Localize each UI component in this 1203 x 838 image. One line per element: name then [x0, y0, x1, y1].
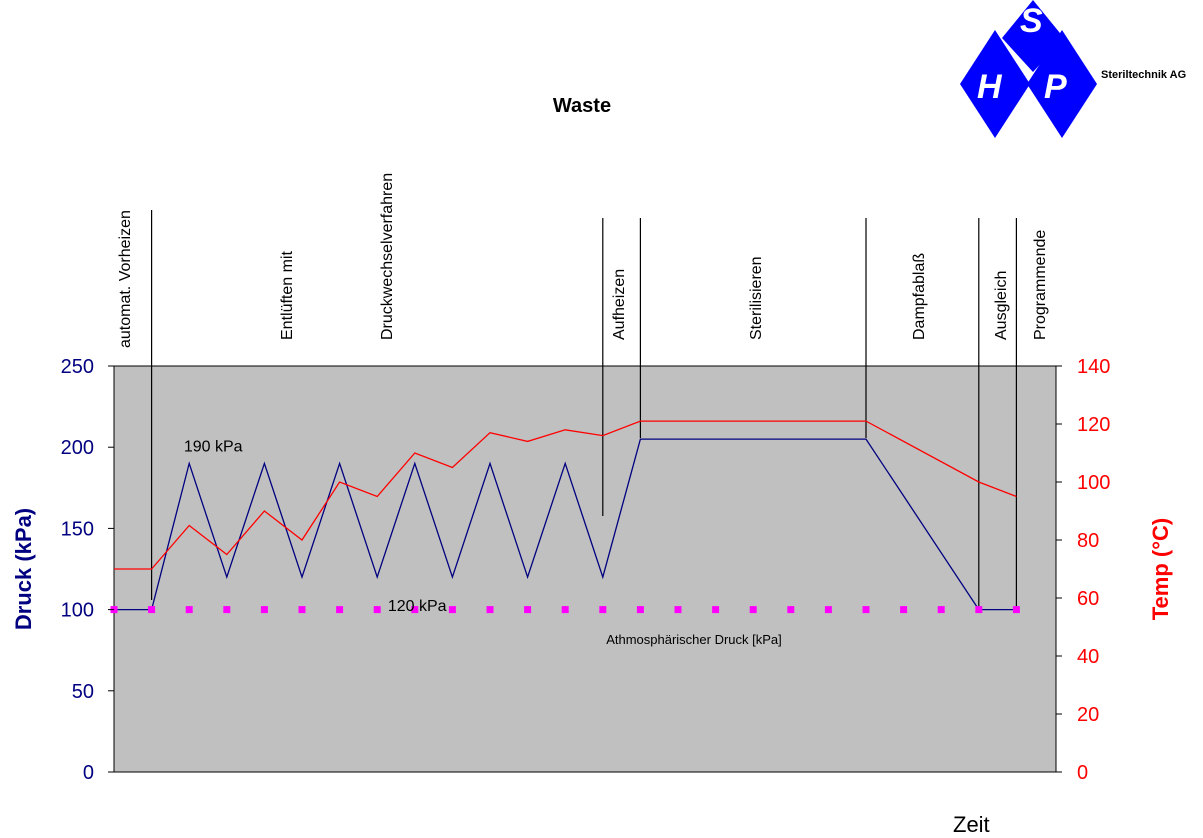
- x-axis-label: Zeit: [953, 812, 990, 837]
- atm-pressure-point: [260, 606, 268, 614]
- phase-labels: automat. Vorheizen Entlüften mit Druckwech…: [117, 173, 1049, 348]
- series-line-temp: [114, 420, 1017, 570]
- atm-pressure-point: [975, 606, 983, 614]
- y-tick-left: 100: [61, 600, 94, 622]
- atm-pressure-point: [824, 606, 832, 614]
- atm-pressure-point: [524, 606, 532, 614]
- atm-pressure-point: [223, 606, 231, 614]
- logo-letter-p: P: [1044, 68, 1067, 106]
- y-tick-right: 140: [1077, 356, 1110, 378]
- atm-pressure-point: [712, 606, 720, 614]
- phase-label: Ausgleich: [993, 271, 1010, 340]
- atm-pressure-point: [336, 606, 344, 614]
- logo-diamond-left: [960, 30, 1030, 138]
- y-tick-left: 0: [83, 762, 94, 784]
- atm-pressure-point: [373, 606, 381, 614]
- atm-pressure-point: [148, 606, 156, 614]
- phase-label: Aufheizen: [611, 269, 628, 340]
- y-axis-right-label: Temp (°C): [1148, 518, 1173, 621]
- y-tick-right: 20: [1077, 704, 1099, 726]
- phase-label: Sterilisieren: [748, 256, 765, 340]
- atm-pressure-point: [636, 606, 644, 614]
- y-axis-right-ticks: 0 20 40 60 80 100 120 140: [1056, 356, 1110, 784]
- phase-label: Dampfablaß: [911, 253, 928, 340]
- atm-pressure-point: [599, 606, 607, 614]
- atm-pressure-point: [411, 606, 419, 614]
- phase-lines: [151, 210, 1018, 607]
- y-tick-left: 50: [72, 681, 94, 703]
- y-tick-right: 60: [1077, 588, 1099, 610]
- atm-pressure-point: [448, 606, 456, 614]
- y-axis-left-label: Druck (kPa): [11, 508, 36, 630]
- chart-annotation: 190 kPa: [184, 438, 243, 455]
- logo-company-name: Steriltechnik AG: [1101, 69, 1186, 81]
- y-tick-left: 200: [61, 437, 94, 459]
- phase-label: Druckwechselverfahren: [379, 173, 396, 340]
- y-tick-right: 40: [1077, 646, 1099, 668]
- atm-pressure-point: [486, 606, 494, 614]
- y-tick-right: 100: [1077, 472, 1110, 494]
- y-tick-right: 120: [1077, 414, 1110, 436]
- chart-annotation: Athmosphärischer Druck [kPa]: [606, 632, 782, 647]
- atm-pressure-point: [937, 606, 945, 614]
- atm-pressure-point: [561, 606, 569, 614]
- atm-pressure-point: [298, 606, 306, 614]
- series-line-druck: [114, 438, 1017, 611]
- company-logo: S H P Steriltechnik AG: [960, 0, 1186, 138]
- y-tick-left: 250: [61, 356, 94, 378]
- atm-pressure-point: [787, 606, 795, 614]
- atm-pressure-point: [862, 606, 870, 614]
- atm-pressure-point: [674, 606, 682, 614]
- atm-pressure-point: [1012, 606, 1020, 614]
- y-tick-left: 150: [61, 518, 94, 540]
- phase-label: Programmende: [1032, 230, 1049, 340]
- chart-title: Waste: [553, 95, 611, 117]
- y-axis-left-ticks: 0 50 100 150 200 250: [61, 356, 114, 784]
- logo-diamond-right: [1027, 30, 1097, 138]
- annotations: 190 kPa 120 kPa Athmosphärischer Druck [kP…: [184, 438, 782, 647]
- atm-pressure-point: [185, 606, 193, 614]
- logo-letter-s: S: [1020, 2, 1043, 40]
- chart-annotation: 120 kPa: [388, 598, 447, 615]
- atm-pressure-point: [749, 606, 757, 614]
- y-tick-right: 80: [1077, 530, 1099, 552]
- plot-area: [113, 365, 1057, 773]
- atm-pressure-point: [900, 606, 908, 614]
- logo-letter-h: H: [977, 68, 1003, 106]
- phase-label: Entlüften mit: [279, 251, 296, 340]
- y-tick-right: 0: [1077, 762, 1088, 784]
- phase-label: automat. Vorheizen: [117, 210, 134, 348]
